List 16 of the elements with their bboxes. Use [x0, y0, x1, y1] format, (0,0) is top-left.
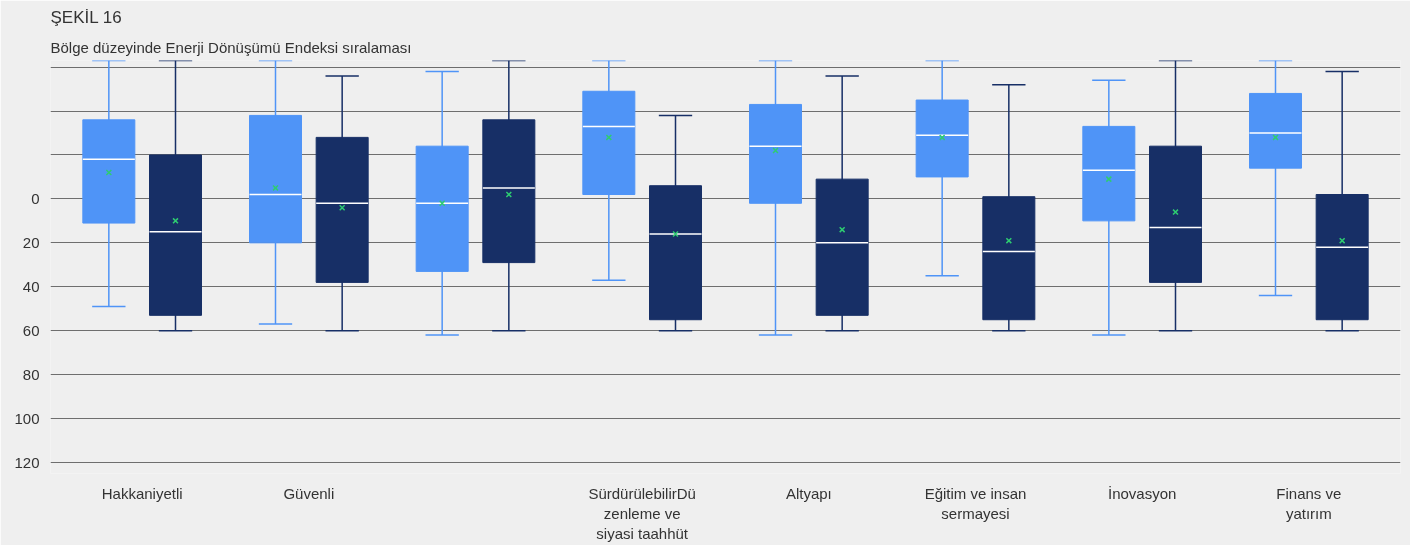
chart-title: ŞEKİL 16 [50, 7, 122, 27]
x-tick-label: Hakkaniyetli [101, 484, 183, 502]
y-tick-label: 20 [22, 233, 40, 251]
y-tick-label: 0 [31, 189, 40, 207]
y-tick-label: 100 [14, 409, 40, 427]
x-tick-label: Altyapı [785, 484, 832, 502]
x-tick-label: İnovasyon [1107, 484, 1177, 502]
x-tick-label: SürdürülebilirDüzenleme ve siyasi taahhüt [588, 484, 696, 543]
chart-subtitle: Bölge düzeyinde Enerji Dönüşümü Endeksi sıralaması [50, 38, 412, 56]
y-tick-label: 80 [22, 365, 40, 383]
x-tick-label: Eğitim ve insan sermayesi [924, 484, 1027, 522]
y-tick-label: 120 [14, 453, 40, 471]
x-tick-label: Güvenli [283, 484, 335, 502]
x-tick-label: Finans ve yatırım [1276, 484, 1342, 522]
y-tick-label: 40 [22, 277, 40, 295]
y-tick-label: 60 [22, 321, 40, 339]
